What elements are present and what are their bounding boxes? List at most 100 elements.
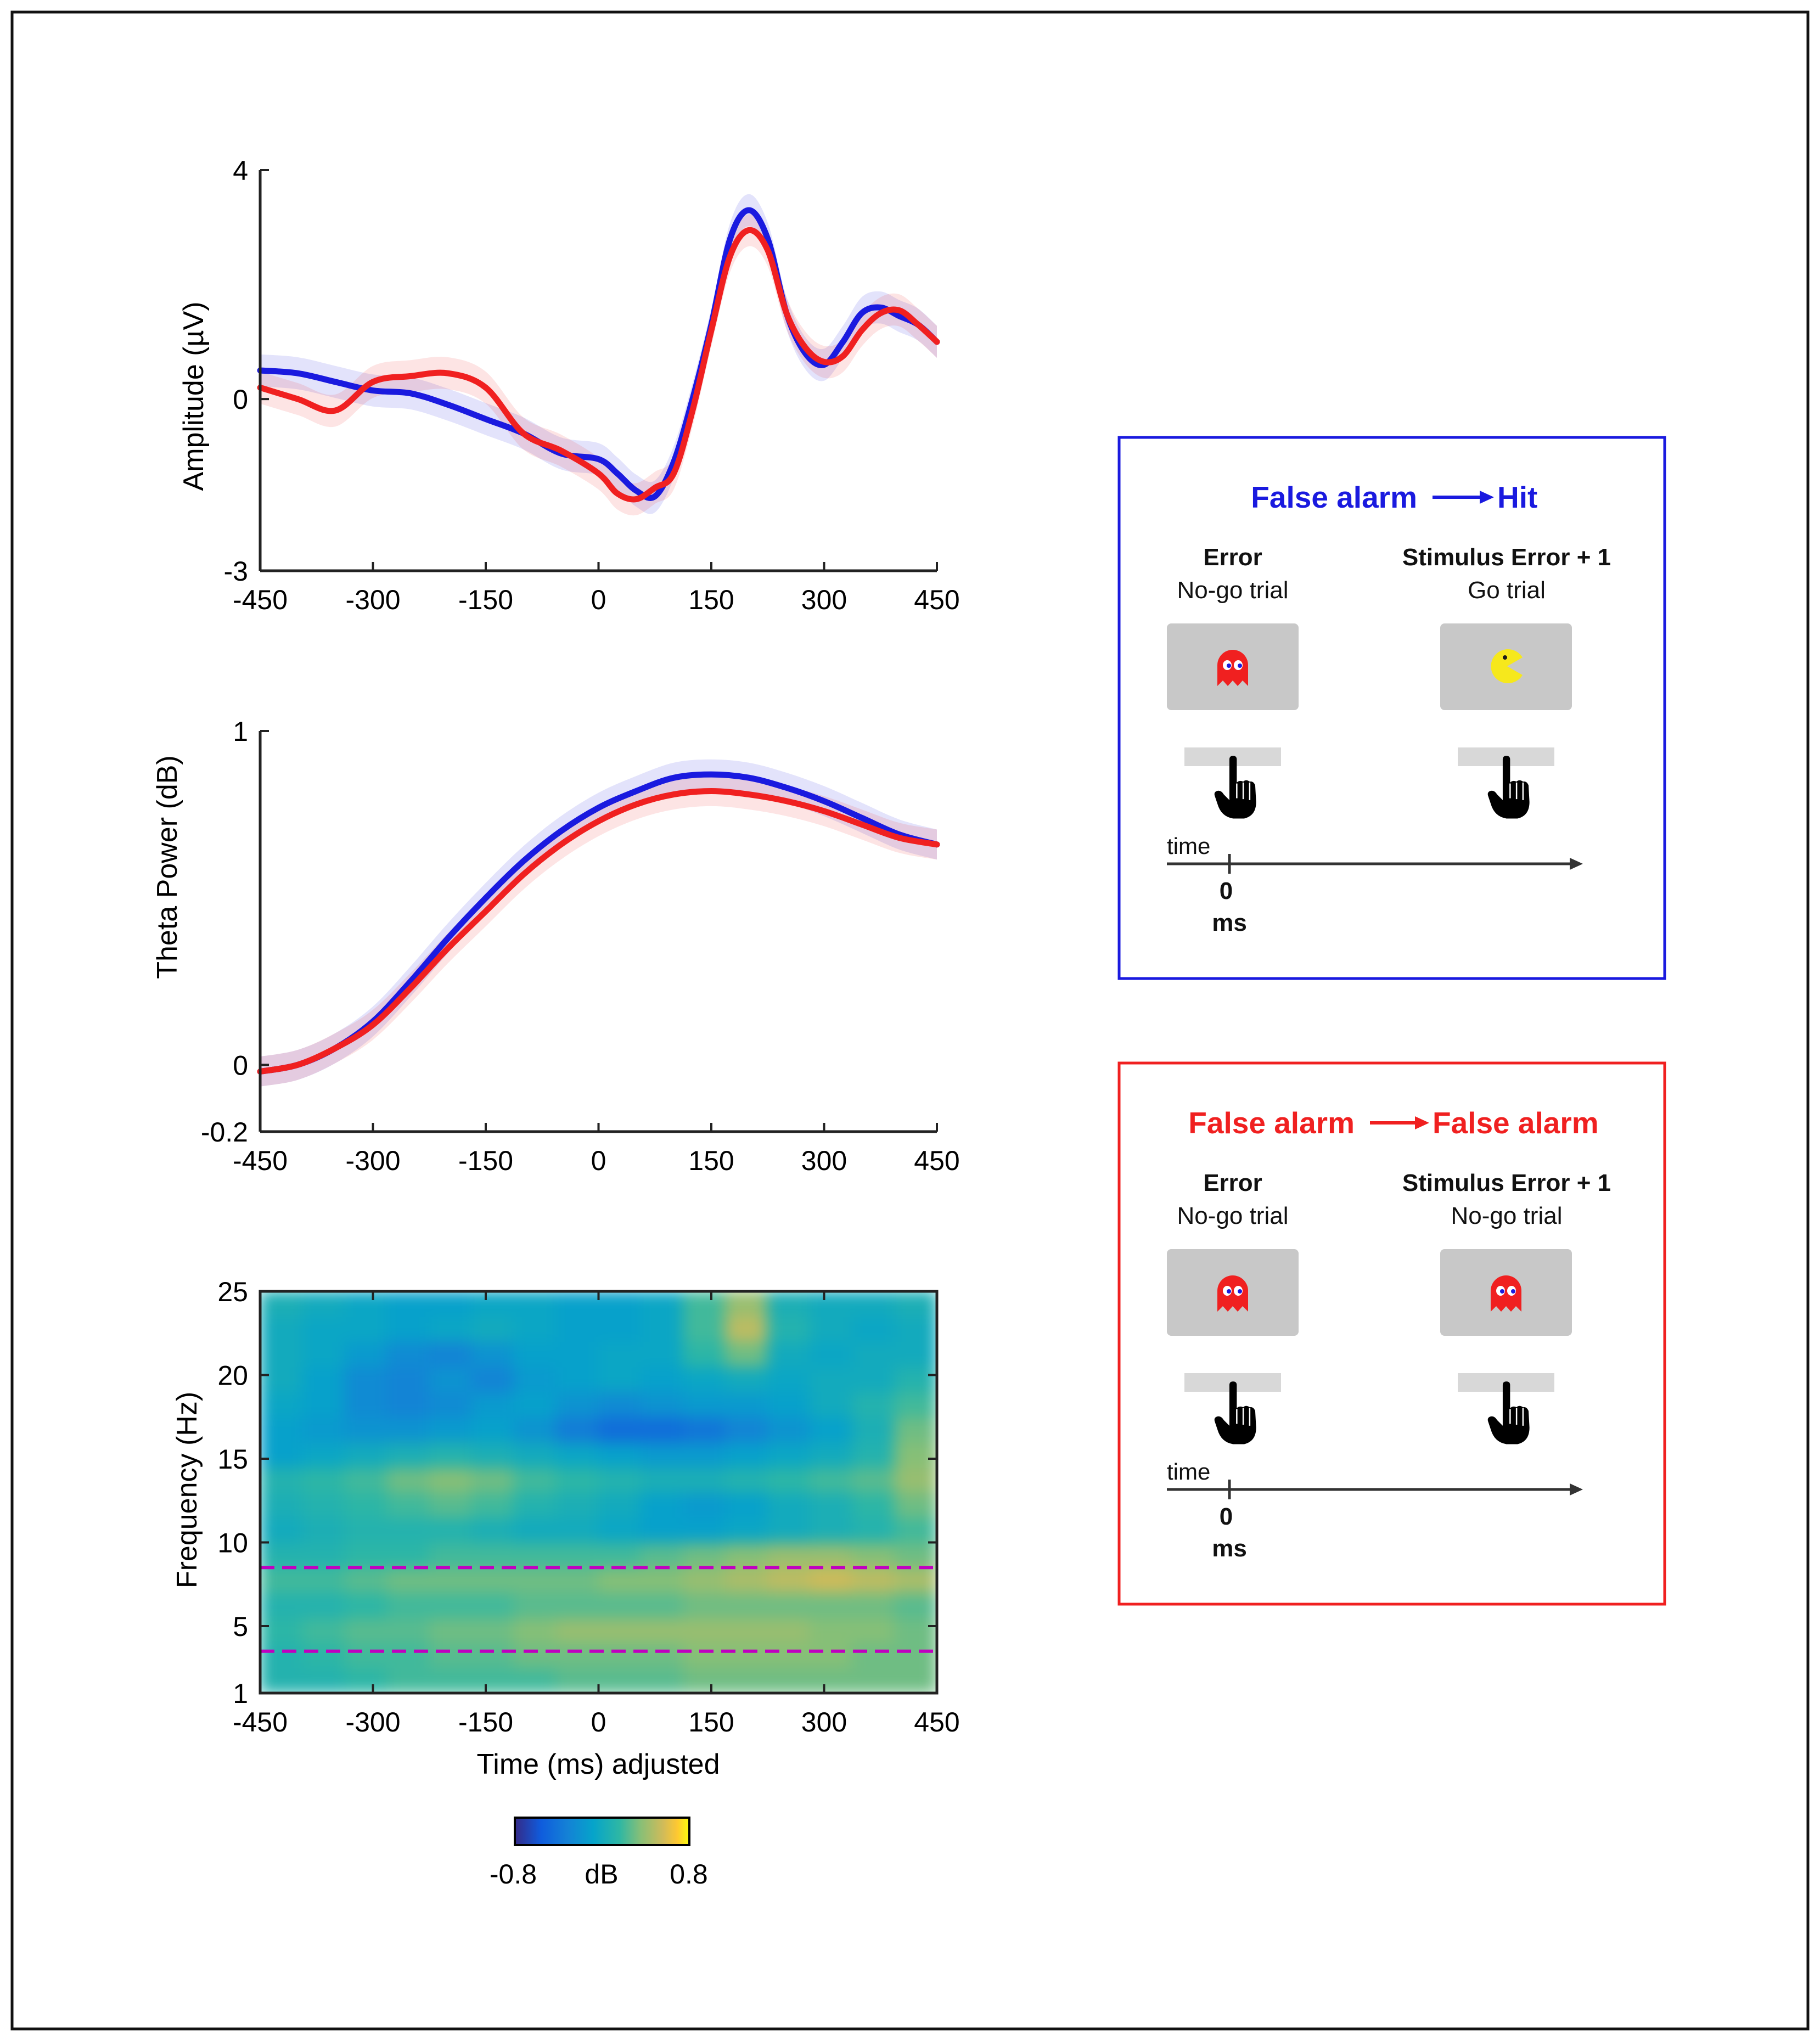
heatmap-cell bbox=[344, 1341, 388, 1368]
heatmap-cell bbox=[302, 1416, 346, 1443]
heatmap-cell bbox=[386, 1466, 430, 1493]
heatmap-cell bbox=[302, 1466, 346, 1493]
heatmap-cell bbox=[598, 1492, 642, 1518]
heatmap-cell bbox=[302, 1291, 346, 1317]
heatmap-cell bbox=[302, 1492, 346, 1518]
heatmap-cell bbox=[767, 1466, 811, 1493]
heatmap-cell bbox=[598, 1642, 642, 1669]
y-tick-label: 1 bbox=[233, 716, 248, 747]
heatmap-cell bbox=[555, 1315, 599, 1342]
panel-title-right: Hit bbox=[1497, 480, 1537, 514]
heatmap-cell bbox=[640, 1466, 684, 1493]
heatmap-cell bbox=[809, 1315, 853, 1342]
error-band-blue bbox=[260, 194, 937, 514]
heatmap-cell bbox=[767, 1416, 811, 1443]
heatmap-cell bbox=[471, 1567, 515, 1593]
y-tick-label: -3 bbox=[224, 556, 248, 587]
heatmap-cell bbox=[851, 1592, 895, 1618]
ms-label: ms bbox=[1212, 1535, 1247, 1562]
x-tick-label: 450 bbox=[914, 584, 959, 615]
heatmap-cell bbox=[260, 1516, 304, 1543]
heatmap-cell bbox=[809, 1642, 853, 1669]
left-heading: Error bbox=[1203, 1170, 1262, 1196]
heatmap-cell bbox=[471, 1416, 515, 1443]
heatmap-cell bbox=[767, 1516, 811, 1543]
heatmap-cell bbox=[302, 1542, 346, 1568]
heatmap-cell bbox=[302, 1391, 346, 1418]
heatmap-cell bbox=[471, 1315, 515, 1342]
heatmap-cell bbox=[513, 1516, 557, 1543]
heatmap-cell bbox=[640, 1291, 684, 1317]
heatmap-cell bbox=[513, 1492, 557, 1518]
heatmap-cell bbox=[471, 1466, 515, 1493]
heatmap-cell bbox=[471, 1516, 515, 1543]
right-sub: No-go trial bbox=[1451, 1202, 1563, 1229]
y-tick-label: 25 bbox=[217, 1277, 248, 1307]
x-tick-label: 0 bbox=[591, 1707, 606, 1738]
heatmap-cell bbox=[640, 1492, 684, 1518]
paradigm-panel-hit: False alarm Hit Error No-go trial Stimul… bbox=[1117, 436, 1666, 980]
heatmap-cell bbox=[513, 1642, 557, 1669]
heatmap-cell bbox=[302, 1592, 346, 1618]
heatmap-cell bbox=[555, 1466, 599, 1493]
panel-frame bbox=[1117, 1061, 1666, 1606]
heatmap-cell bbox=[894, 1542, 937, 1568]
heatmap-cell bbox=[555, 1416, 599, 1443]
heatmap-cell bbox=[302, 1567, 346, 1593]
heatmap-cell bbox=[429, 1416, 473, 1443]
heatmap-cell bbox=[640, 1567, 684, 1593]
heatmap-cell bbox=[640, 1441, 684, 1468]
heatmap-cell bbox=[429, 1542, 473, 1568]
heatmap-cell bbox=[471, 1592, 515, 1618]
panel-frame bbox=[1117, 436, 1666, 980]
left-heading: Error bbox=[1203, 544, 1262, 571]
heatmap-cell bbox=[302, 1315, 346, 1342]
heatmap-cell bbox=[471, 1391, 515, 1418]
left-sub: No-go trial bbox=[1177, 577, 1289, 604]
heatmap-cell bbox=[555, 1617, 599, 1644]
heatmap-cell bbox=[682, 1341, 726, 1368]
heatmap-cell bbox=[386, 1341, 430, 1368]
heatmap-cell bbox=[851, 1516, 895, 1543]
heatmap-cell bbox=[260, 1642, 304, 1669]
heatmap-cell bbox=[471, 1366, 515, 1392]
heatmap-cell bbox=[851, 1441, 895, 1468]
heatmap-cell bbox=[513, 1441, 557, 1468]
x-tick-label: 300 bbox=[801, 1707, 847, 1738]
heatmap-cell bbox=[260, 1441, 304, 1468]
x-tick-label: -300 bbox=[345, 1145, 400, 1176]
heatmap-cell bbox=[429, 1441, 473, 1468]
colorbar: -0.8 dB 0.8 bbox=[490, 1817, 708, 1890]
heatmap-cell bbox=[682, 1667, 726, 1693]
heatmap-cell bbox=[302, 1341, 346, 1368]
heatmap-cell bbox=[809, 1391, 853, 1418]
heatmap-cell bbox=[302, 1642, 346, 1669]
heatmap-cell bbox=[555, 1366, 599, 1392]
heatmap-cell bbox=[386, 1567, 430, 1593]
right-sub: Go trial bbox=[1468, 577, 1546, 604]
heatmap-cell bbox=[598, 1667, 642, 1693]
heatmap-cell bbox=[344, 1492, 388, 1518]
heatmap-cell bbox=[260, 1391, 304, 1418]
heatmap-cell bbox=[513, 1416, 557, 1443]
heatmap-cell bbox=[851, 1617, 895, 1644]
colorbar-gradient bbox=[514, 1817, 690, 1846]
heatmap-cell bbox=[555, 1516, 599, 1543]
heatmap-cell bbox=[260, 1567, 304, 1593]
heatmap-cell bbox=[471, 1441, 515, 1468]
heatmap-cell bbox=[260, 1416, 304, 1443]
heatmap-cell bbox=[682, 1466, 726, 1493]
heatmap-cell bbox=[809, 1416, 853, 1443]
heatmap-cell bbox=[429, 1642, 473, 1669]
heatmap-cell bbox=[429, 1341, 473, 1368]
heatmap-cell bbox=[386, 1291, 430, 1317]
heatmap-cell bbox=[724, 1667, 768, 1693]
heatmap-cell bbox=[640, 1592, 684, 1618]
heatmap-cell bbox=[894, 1516, 937, 1543]
y-tick-label: 20 bbox=[217, 1360, 248, 1391]
x-tick-label: 150 bbox=[688, 1707, 734, 1738]
heatmap-cell bbox=[809, 1542, 853, 1568]
heatmap-cell bbox=[724, 1642, 768, 1669]
